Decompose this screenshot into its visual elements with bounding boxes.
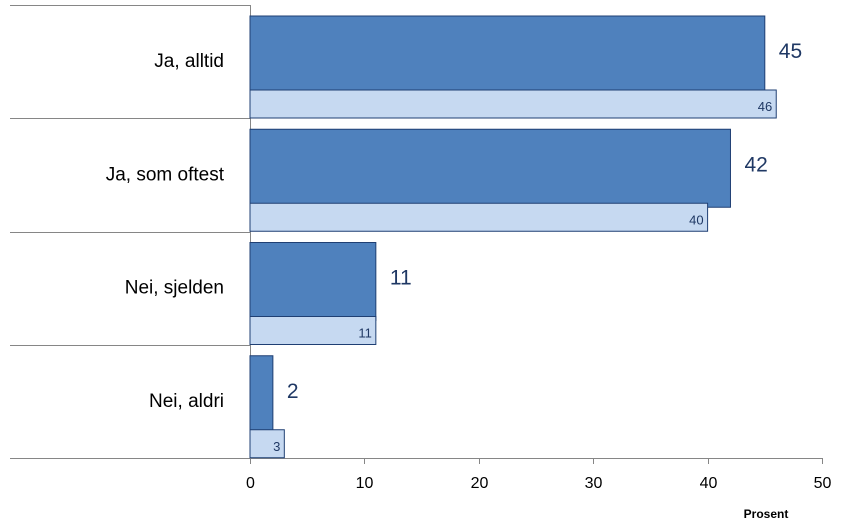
bar-series-2 — [249, 89, 777, 119]
bar-series-1 — [249, 242, 377, 321]
x-tick-label: 0 — [246, 475, 255, 492]
x-tick-label: 10 — [356, 475, 374, 492]
data-label-series-1: 45 — [779, 40, 802, 63]
category-label: Nei, sjelden — [125, 278, 224, 299]
chart-bars — [249, 15, 777, 459]
bar-series-1 — [249, 15, 766, 95]
x-tick-label: 40 — [700, 475, 718, 492]
data-label-series-1: 42 — [744, 153, 767, 176]
bar-series-1 — [249, 128, 731, 208]
chart-labels: 0 10 20 30 40 50 Ja, alltid 45 46 Ja, som oftest 4… — [106, 40, 832, 492]
bar-series-2 — [249, 429, 285, 459]
data-label-series-2: 40 — [689, 212, 703, 227]
category-label: Ja, som oftest — [106, 164, 225, 185]
bar-series-1 — [249, 355, 274, 435]
category-label: Ja, alltid — [154, 51, 224, 72]
data-label-series-2: 46 — [758, 99, 772, 114]
data-label-series-2: 11 — [358, 326, 372, 341]
data-label-series-1: 2 — [287, 380, 299, 403]
category-label: Nei, aldri — [149, 391, 224, 412]
data-label-series-2: 3 — [273, 439, 280, 454]
x-tick-label: 20 — [471, 475, 489, 492]
bar-series-2 — [249, 316, 377, 345]
x-axis-title: Prosent — [744, 507, 789, 521]
x-tick-label: 50 — [814, 475, 832, 492]
data-label-series-1: 11 — [390, 267, 412, 290]
bar-series-2 — [249, 202, 709, 232]
x-tick-label: 30 — [585, 475, 603, 492]
